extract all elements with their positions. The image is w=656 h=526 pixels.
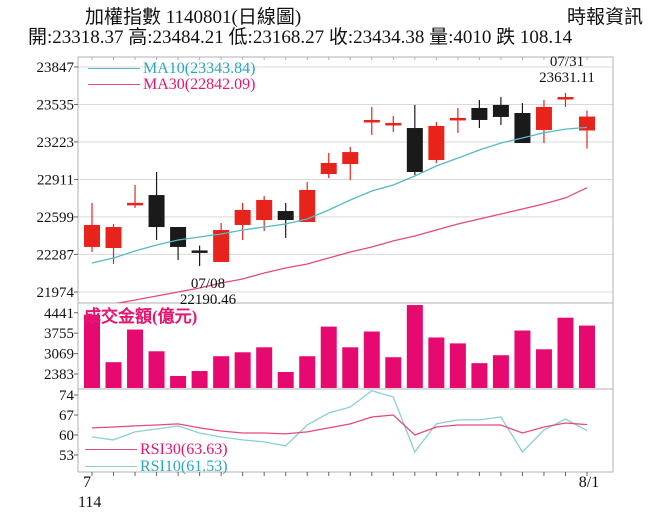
candle-7/16 (320, 153, 337, 178)
volume-bar (277, 372, 294, 388)
panel-borders (77, 56, 614, 473)
candle-7/30 (535, 100, 552, 144)
rsi30-line (91, 414, 588, 436)
volume-bar (385, 357, 402, 388)
rsi-tick-label: 60 (59, 428, 74, 444)
volume-bar (127, 329, 144, 388)
candle-7/14 (277, 202, 294, 238)
annotation-high-date: 07/31 (549, 54, 585, 70)
volume-bar (342, 347, 359, 388)
volume-bar (428, 337, 445, 388)
volume-bar (148, 351, 165, 388)
candle-7/4 (148, 171, 165, 240)
volume-bar (84, 314, 100, 388)
volume-bar (579, 325, 595, 388)
ohlc-summary: 開:23318.37 高:23484.21 低:23168.27 收:23434… (28, 27, 573, 48)
volume-bar (170, 375, 187, 388)
price-tick-label: 23535 (37, 97, 75, 113)
ma30-legend-line (88, 84, 140, 85)
annotation-low-date: 07/08 (190, 276, 226, 292)
candlesticks (84, 92, 595, 266)
volume-bar (191, 371, 208, 388)
volume-tick-label: 2383 (44, 367, 74, 383)
volume-bar (320, 326, 337, 388)
annotation-period-high: 07/31 23631.11 (539, 54, 595, 86)
volume-bar (234, 352, 251, 388)
volume-bar (363, 331, 380, 388)
candle-8/1 (579, 110, 595, 149)
volume-bar (406, 305, 423, 388)
ma30-legend: MA30(22842.09) (88, 76, 255, 93)
ma10-legend-line (88, 68, 140, 69)
volume-bar (557, 317, 574, 388)
candle-7/9 (213, 223, 230, 262)
candle-7/11 (256, 196, 273, 231)
candle-7/29 (514, 103, 531, 144)
x-axis-month-label: 7 (83, 474, 91, 491)
volume-bar (471, 363, 488, 388)
candle-7/21 (385, 116, 402, 132)
volume-bar (105, 362, 122, 388)
price-tick-label: 21974 (37, 285, 75, 301)
volume-bars (84, 305, 595, 388)
ma30-legend-label: MA30(22842.09) (143, 76, 256, 93)
candle-7/1 (84, 202, 100, 252)
rsi10-line (91, 389, 588, 454)
ma10-legend: MA10(23343.84) (88, 60, 255, 77)
data-source-label: 時報資訊 (566, 7, 643, 28)
candle-7/23 (428, 122, 445, 163)
candle-7/7 (170, 227, 187, 261)
volume-panel-label: 成交金額(億元) (84, 307, 198, 326)
candle-7/8 (191, 245, 208, 266)
annotation-high-value: 23631.11 (539, 70, 595, 86)
page-title: 加權指數 1140801(日線圖) (85, 7, 302, 28)
rsi30-legend-label: RSI30(63.63) (140, 441, 228, 458)
candle-7/17 (342, 147, 359, 181)
candle-7/3 (127, 184, 144, 208)
volume-bar (256, 347, 273, 388)
volume-bar (492, 355, 509, 388)
price-tick-label: 22287 (37, 247, 75, 263)
candle-7/10 (234, 202, 251, 240)
annotation-low-value: 22190.46 (179, 292, 237, 308)
volume-bar (535, 349, 552, 388)
rsi-tick-label: 74 (59, 388, 75, 404)
candle-7/15 (299, 181, 316, 222)
volume-bar (299, 356, 316, 388)
annotation-period-low: 07/08 22190.46 (180, 276, 236, 308)
volume-tick-label: 3069 (44, 347, 74, 363)
candle-7/22 (406, 104, 423, 175)
candle-7/18 (363, 107, 380, 135)
axis-tick-marks (74, 57, 588, 476)
rsi10-legend-label: RSI10(61.53) (140, 458, 228, 475)
rsi30-legend-line (85, 449, 137, 450)
candle-7/25 (471, 100, 488, 129)
candle-7/24 (449, 107, 466, 133)
candle-7/28 (492, 96, 509, 126)
rsi-tick-label: 53 (59, 448, 74, 464)
rsi-tick-label: 67 (59, 408, 75, 424)
price-tick-label: 22911 (37, 172, 74, 188)
x-axis-year-label: 114 (78, 494, 102, 511)
volume-bar (213, 356, 230, 388)
ma10-legend-label: MA10(23343.84) (143, 60, 256, 77)
axis-labels: 23847 23535 23223 22911 22599 22287 21974 4441 3… (37, 60, 75, 464)
candle-7/31 (557, 92, 574, 108)
rsi10-legend: RSI10(61.53) (85, 458, 228, 475)
price-gridlines (78, 66, 613, 293)
price-tick-label: 23223 (37, 135, 75, 151)
price-tick-label: 22599 (37, 210, 75, 226)
rsi30-legend: RSI30(63.63) (85, 441, 228, 458)
x-axis-right-label: 8/1 (578, 474, 600, 491)
ma10-line (91, 126, 588, 264)
volume-tick-label: 4441 (44, 306, 74, 322)
volume-tick-label: 3755 (44, 326, 74, 342)
volume-bar (514, 330, 531, 388)
rsi10-legend-line (85, 466, 137, 467)
ma30-line (115, 187, 588, 303)
volume-bar (449, 343, 466, 388)
price-tick-label: 23847 (37, 60, 75, 76)
